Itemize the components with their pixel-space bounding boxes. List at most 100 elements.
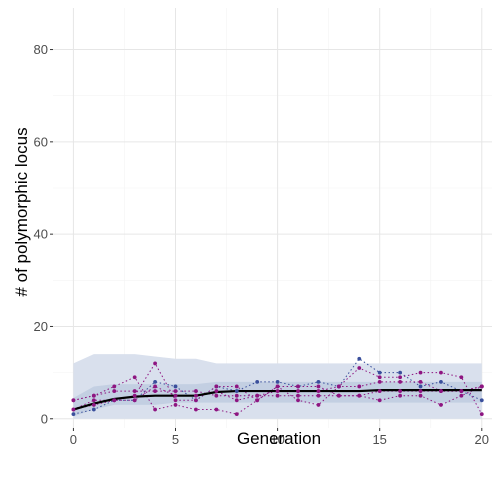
data-point <box>357 356 362 361</box>
axis-ticks: 0 5 10 15 20 0 20 40 60 80 <box>34 42 489 447</box>
data-point <box>377 398 382 403</box>
data-point <box>296 384 300 389</box>
data-point <box>153 384 157 389</box>
data-point <box>91 407 96 412</box>
data-point <box>255 393 260 398</box>
data-point <box>214 393 219 398</box>
data-point <box>296 389 300 393</box>
data-point <box>71 398 76 403</box>
data-point <box>398 389 403 393</box>
data-point <box>173 398 178 403</box>
data-point <box>439 403 443 407</box>
data-point <box>275 393 280 398</box>
data-point <box>112 389 117 393</box>
data-point <box>153 389 157 393</box>
series-line-4 <box>73 385 482 401</box>
data-point <box>336 393 341 398</box>
data-point <box>418 393 423 398</box>
data-point <box>398 393 403 398</box>
data-point <box>398 379 403 384</box>
data-point <box>132 393 137 398</box>
data-point <box>214 389 219 393</box>
x-axis-title: Generation <box>237 429 321 448</box>
data-point <box>91 398 96 403</box>
data-point <box>357 393 362 398</box>
data-point <box>214 384 219 389</box>
data-point <box>377 389 382 393</box>
data-point <box>439 379 443 384</box>
y-tick-label: 60 <box>34 134 48 149</box>
data-point <box>418 370 423 375</box>
data-point <box>153 379 157 384</box>
data-point <box>234 389 239 393</box>
y-tick-label: 0 <box>41 411 48 426</box>
data-point <box>153 407 157 412</box>
data-point <box>316 403 321 407</box>
data-point <box>112 398 117 403</box>
data-point <box>418 379 423 384</box>
data-point <box>377 379 382 384</box>
data-point <box>132 398 137 403</box>
data-point <box>194 398 198 403</box>
series-line-1 <box>73 381 482 411</box>
series-points <box>71 356 484 417</box>
data-point <box>173 389 178 393</box>
x-tick-label: 0 <box>70 432 77 447</box>
data-point <box>377 370 382 375</box>
x-tick-label: 20 <box>475 432 489 447</box>
data-point <box>194 407 198 412</box>
data-point <box>234 412 239 417</box>
data-point <box>479 412 484 417</box>
data-point <box>479 398 484 403</box>
data-point <box>173 393 178 398</box>
y-tick-label: 80 <box>34 42 48 57</box>
data-point <box>357 384 362 389</box>
data-point <box>153 361 157 366</box>
data-point <box>173 403 178 407</box>
data-point <box>234 393 239 398</box>
series-line-2 <box>73 362 482 410</box>
y-tick-label: 40 <box>34 227 48 242</box>
data-point <box>112 384 117 389</box>
data-point <box>316 389 321 393</box>
data-point <box>214 407 219 412</box>
data-point <box>296 398 300 403</box>
data-point <box>459 389 464 393</box>
data-point <box>459 375 464 380</box>
data-point <box>316 384 321 389</box>
data-point <box>479 384 484 389</box>
data-point <box>194 389 198 393</box>
x-tick-label: 5 <box>172 432 179 447</box>
data-point <box>316 393 321 398</box>
data-point <box>357 366 362 370</box>
data-point <box>132 389 137 393</box>
data-point <box>234 384 239 389</box>
data-point <box>296 393 300 398</box>
data-point <box>439 389 443 393</box>
data-point <box>275 389 280 393</box>
data-point <box>173 384 178 389</box>
data-point <box>71 407 76 412</box>
data-point <box>459 393 464 398</box>
y-tick-label: 20 <box>34 319 48 334</box>
data-point <box>91 403 96 407</box>
data-point <box>234 398 239 403</box>
data-point <box>132 375 137 380</box>
x-tick-label: 15 <box>372 432 386 447</box>
data-point <box>316 379 321 384</box>
data-point <box>398 375 403 380</box>
data-point <box>71 412 76 417</box>
data-point <box>194 393 198 398</box>
data-point <box>91 393 96 398</box>
data-point <box>275 384 280 389</box>
data-point <box>255 379 260 384</box>
data-point <box>275 379 280 384</box>
data-point <box>377 375 382 380</box>
x-tick-label: 10 <box>270 432 284 447</box>
data-point <box>398 370 403 375</box>
data-point <box>418 389 423 393</box>
data-point <box>439 370 443 375</box>
data-point <box>255 398 260 403</box>
data-point <box>336 384 341 389</box>
